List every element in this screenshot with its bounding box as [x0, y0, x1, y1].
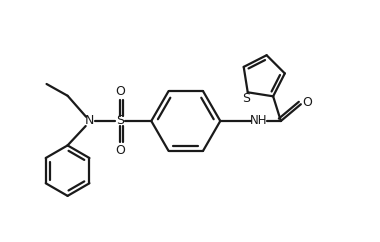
- Text: N: N: [85, 114, 94, 128]
- Text: S: S: [242, 92, 250, 105]
- Text: O: O: [302, 97, 312, 109]
- Text: NH: NH: [250, 114, 268, 128]
- Text: O: O: [115, 85, 125, 98]
- Text: S: S: [116, 114, 124, 128]
- Text: O: O: [115, 144, 125, 157]
